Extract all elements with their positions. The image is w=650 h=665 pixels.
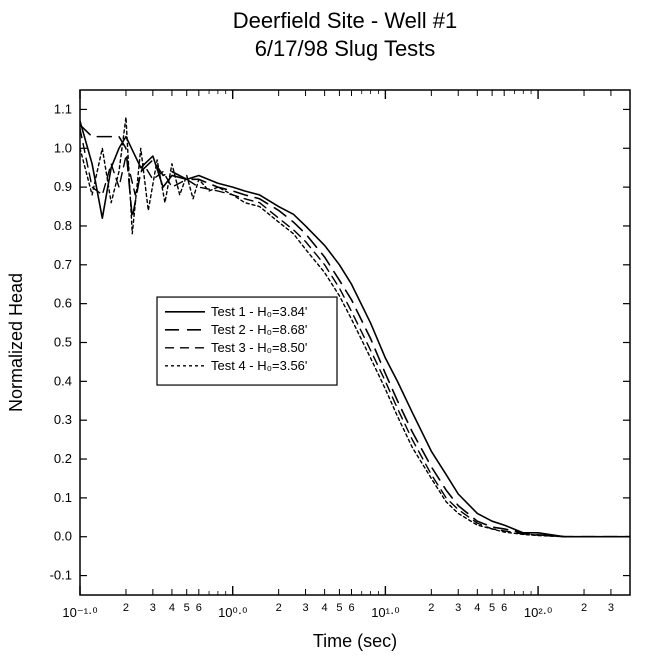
- y-tick-label: 0.8: [54, 218, 72, 233]
- legend-label: Test 3 - H₀=8.50': [211, 340, 307, 355]
- legend-label: Test 2 - H₀=8.68': [211, 322, 307, 337]
- y-tick-label: 0.2: [54, 451, 72, 466]
- x-minor-label: 3: [455, 602, 461, 614]
- y-tick-label: 0.3: [54, 412, 72, 427]
- x-minor-label: 4: [322, 602, 328, 614]
- x-minor-label: 5: [489, 602, 495, 614]
- chart-title-line1: Deerfield Site - Well #1: [233, 8, 458, 33]
- y-tick-label: 1.1: [54, 101, 72, 116]
- x-minor-label: 2: [428, 602, 434, 614]
- y-tick-label: 0.6: [54, 296, 72, 311]
- y-tick-label: 0.0: [54, 529, 72, 544]
- x-minor-label: 2: [123, 602, 129, 614]
- y-tick-label: 0.4: [54, 373, 72, 388]
- x-major-label: 10⁻¹·⁰: [62, 605, 97, 620]
- x-minor-label: 5: [184, 602, 190, 614]
- y-tick-label: 0.1: [54, 490, 72, 505]
- legend-label: Test 4 - H₀=3.56': [211, 358, 307, 373]
- x-major-label: 10¹·⁰: [371, 605, 399, 620]
- x-major-label: 10⁰·⁰: [218, 605, 247, 620]
- x-minor-label: 6: [196, 602, 202, 614]
- x-minor-label: 3: [608, 602, 614, 614]
- x-minor-label: 6: [348, 602, 354, 614]
- x-major-label: 10²·⁰: [524, 605, 552, 620]
- x-minor-label: 3: [150, 602, 156, 614]
- y-tick-label: 0.7: [54, 257, 72, 272]
- x-minor-label: 6: [501, 602, 507, 614]
- y-axis-label: Normalized Head: [6, 273, 26, 412]
- x-minor-label: 2: [276, 602, 282, 614]
- y-tick-label: 0.5: [54, 335, 72, 350]
- x-minor-label: 3: [302, 602, 308, 614]
- chart-container: Deerfield Site - Well #1 6/17/98 Slug Tes…: [0, 0, 650, 665]
- x-minor-label: 2: [581, 602, 587, 614]
- y-tick-label: -0.1: [50, 568, 72, 583]
- x-minor-label: 4: [169, 602, 175, 614]
- chart-svg: Deerfield Site - Well #1 6/17/98 Slug Tes…: [0, 0, 650, 665]
- y-tick-label: 0.9: [54, 179, 72, 194]
- x-axis-label: Time (sec): [313, 631, 397, 651]
- legend-label: Test 1 - H₀=3.84': [211, 304, 307, 319]
- legend: Test 1 - H₀=3.84' Test 2 - H₀=8.68' Test 3…: [157, 297, 337, 385]
- x-minor-label: 4: [474, 602, 480, 614]
- y-tick-label: 1.0: [54, 140, 72, 155]
- x-minor-label: 5: [336, 602, 342, 614]
- chart-title-line2: 6/17/98 Slug Tests: [255, 36, 436, 61]
